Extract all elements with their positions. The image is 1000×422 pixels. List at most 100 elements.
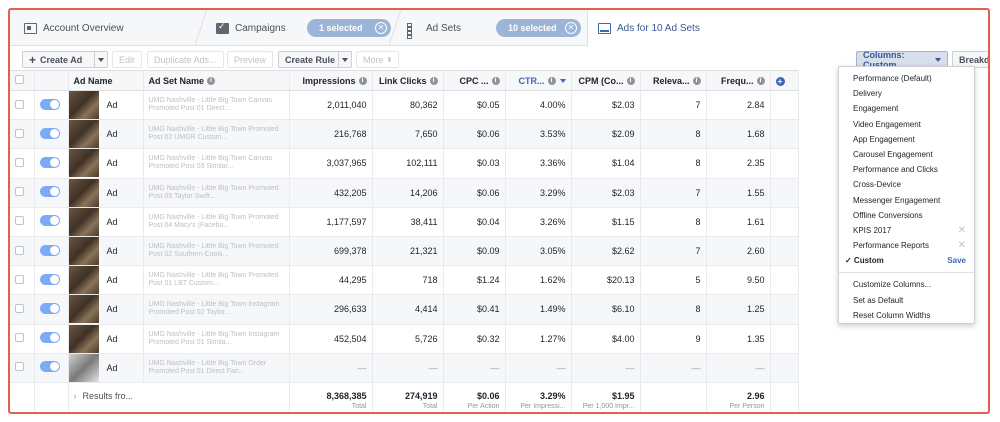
ad-status-toggle[interactable] xyxy=(39,156,60,168)
ad-name-cell[interactable]: Ad xyxy=(68,324,144,354)
column-header-impressions[interactable]: Impressions i xyxy=(289,70,373,91)
menu-item-offline-conversions[interactable]: Offline Conversions xyxy=(839,208,974,223)
ad-name-cell[interactable]: Ad xyxy=(68,119,144,150)
ad-name-cell[interactable]: Ad xyxy=(68,294,144,325)
ad-set-name-cell[interactable]: UMG Nashville - Little Big Town Promoted… xyxy=(143,178,290,208)
row-toggle-cell[interactable] xyxy=(34,90,69,121)
ad-set-name-cell[interactable]: UMG Nashville - Little Big Town Canvas P… xyxy=(143,148,290,179)
ad-status-toggle[interactable] xyxy=(39,361,60,373)
ad-set-name-cell[interactable]: UMG Nashville - Little Big Town Promoted… xyxy=(143,207,290,237)
column-header-cpm[interactable]: CPM (Co... i xyxy=(571,70,641,91)
row-toggle-cell[interactable] xyxy=(34,353,69,383)
info-icon[interactable]: i xyxy=(491,77,500,86)
menu-item-cross-device[interactable]: Cross-Device xyxy=(839,177,974,192)
row-toggle-cell[interactable] xyxy=(34,265,69,296)
column-header-ad-name[interactable]: Ad Name xyxy=(68,70,144,91)
more-button[interactable]: More ⬍ xyxy=(356,51,400,68)
ad-set-name-cell[interactable]: UMG Nashville - Little Big Town Promoted… xyxy=(143,265,290,296)
row-checkbox[interactable] xyxy=(15,128,24,138)
row-checkbox-cell[interactable] xyxy=(10,324,35,354)
row-toggle-cell[interactable] xyxy=(34,178,69,208)
ad-name-cell[interactable]: Ad xyxy=(68,207,144,237)
column-header-frequency[interactable]: Frequ... i xyxy=(706,70,771,91)
column-header-ad-set-name[interactable]: Ad Set Name i xyxy=(143,70,290,91)
menu-item-set-as-default[interactable]: Set as Default xyxy=(839,293,974,308)
ad-status-toggle[interactable] xyxy=(39,332,60,344)
menu-item-app-engagement[interactable]: App Engagement xyxy=(839,132,974,147)
row-toggle-cell[interactable] xyxy=(34,148,69,179)
duplicate-ads-button[interactable]: Duplicate Ads... xyxy=(147,51,224,68)
ad-name-cell[interactable]: Ad xyxy=(68,236,144,267)
row-checkbox-cell[interactable] xyxy=(10,294,35,325)
row-checkbox-cell[interactable] xyxy=(10,90,35,121)
tab-account-overview[interactable]: Account Overview xyxy=(24,10,124,46)
clear-campaigns-icon[interactable]: ✕ xyxy=(375,22,387,34)
ad-status-toggle[interactable] xyxy=(39,302,60,314)
columns-custom-button[interactable]: Columns: Custom xyxy=(856,50,948,70)
row-toggle-cell[interactable] xyxy=(34,294,69,325)
save-link[interactable]: Save xyxy=(947,256,966,266)
ad-name-cell[interactable]: Ad xyxy=(68,353,144,383)
row-checkbox-cell[interactable] xyxy=(10,178,35,208)
row-checkbox[interactable] xyxy=(15,157,24,167)
ad-status-toggle[interactable] xyxy=(39,215,60,227)
tab-ads[interactable]: Ads for 10 Ad Sets xyxy=(587,10,988,47)
ad-name-cell[interactable]: Ad xyxy=(68,178,144,208)
ad-status-toggle[interactable] xyxy=(39,186,60,198)
table-row[interactable]: Ad UMG Nashville - Little Big Town Promot… xyxy=(10,265,799,296)
table-row[interactable]: Ad UMG Nashville - Little Big Town Canvas… xyxy=(10,90,799,121)
ad-set-name-cell[interactable]: UMG Nashville - Little Big Town Instagra… xyxy=(143,294,290,325)
campaigns-selected-pill[interactable]: 1 selected ✕ xyxy=(307,19,391,37)
ad-status-toggle[interactable] xyxy=(39,127,60,139)
clear-adsets-icon[interactable]: ✕ xyxy=(565,22,577,34)
edit-button[interactable]: Edit xyxy=(112,51,142,68)
info-icon[interactable]: i xyxy=(547,77,556,86)
row-checkbox-cell[interactable] xyxy=(10,207,35,237)
ad-set-name-cell[interactable]: UMG Nashville - Little Big Town Promoted… xyxy=(143,236,290,267)
adsets-selected-pill[interactable]: 10 selected ✕ xyxy=(496,19,581,37)
menu-item-engagement[interactable]: Engagement xyxy=(839,101,974,116)
table-row[interactable]: Ad UMG Nashville - Little Big Town Canvas… xyxy=(10,148,799,179)
row-toggle-cell[interactable] xyxy=(34,207,69,237)
table-row[interactable]: Ad UMG Nashville - Little Big Town Promot… xyxy=(10,178,799,208)
column-header-ctr[interactable]: CTR... i xyxy=(505,70,572,91)
table-row[interactable]: Ad UMG Nashville - Little Big Town Instag… xyxy=(10,294,799,325)
row-checkbox[interactable] xyxy=(15,274,24,284)
ad-name-cell[interactable]: Ad xyxy=(68,148,144,179)
tab-campaigns[interactable]: Campaigns xyxy=(216,10,286,46)
menu-item-performance-reports[interactable]: Performance Reports ✕ xyxy=(839,238,974,253)
remove-preset-icon[interactable]: ✕ xyxy=(957,224,966,236)
info-icon[interactable]: i xyxy=(429,77,438,86)
add-column-icon[interactable]: + xyxy=(775,76,785,86)
menu-item-custom[interactable]: ✓ Custom Save xyxy=(839,253,974,268)
row-checkbox-cell[interactable] xyxy=(10,236,35,267)
column-header-cpc[interactable]: CPC ... i xyxy=(443,70,506,91)
menu-item-reset-column-widths[interactable]: Reset Column Widths xyxy=(839,308,974,323)
row-checkbox[interactable] xyxy=(15,362,24,372)
ad-status-toggle[interactable] xyxy=(39,244,60,256)
table-row[interactable]: Ad UMG Nashville - Little Big Town Order … xyxy=(10,353,799,383)
info-icon[interactable]: i xyxy=(692,77,701,86)
info-icon[interactable]: i xyxy=(626,77,635,86)
row-checkbox-cell[interactable] xyxy=(10,148,35,179)
row-checkbox-cell[interactable] xyxy=(10,265,35,296)
ad-set-name-cell[interactable]: UMG Nashville - Little Big Town Order Pr… xyxy=(143,353,290,383)
row-toggle-cell[interactable] xyxy=(34,324,69,354)
add-column-header[interactable]: + xyxy=(770,70,799,91)
table-row[interactable]: Ad UMG Nashville - Little Big Town Promot… xyxy=(10,236,799,267)
results-from-label[interactable]: › Results fro... xyxy=(68,382,290,412)
ad-status-toggle[interactable] xyxy=(39,98,60,110)
select-all-header[interactable] xyxy=(10,70,35,91)
info-icon[interactable]: i xyxy=(207,77,216,86)
create-rule-dropdown[interactable] xyxy=(338,52,351,67)
menu-item-performance-default[interactable]: Performance (Default) xyxy=(839,71,974,86)
table-row[interactable]: Ad UMG Nashville - Little Big Town Promot… xyxy=(10,119,799,150)
row-checkbox[interactable] xyxy=(15,187,24,197)
ad-set-name-cell[interactable]: UMG Nashville - Little Big Town Canvas P… xyxy=(143,90,290,121)
menu-item-messenger-engagement[interactable]: Messenger Engagement xyxy=(839,193,974,208)
row-toggle-cell[interactable] xyxy=(34,119,69,150)
row-checkbox[interactable] xyxy=(15,303,24,313)
select-all-checkbox[interactable] xyxy=(15,75,24,84)
menu-item-video-engagement[interactable]: Video Engagement xyxy=(839,117,974,132)
menu-item-performance-and-clicks[interactable]: Performance and Clicks xyxy=(839,162,974,177)
